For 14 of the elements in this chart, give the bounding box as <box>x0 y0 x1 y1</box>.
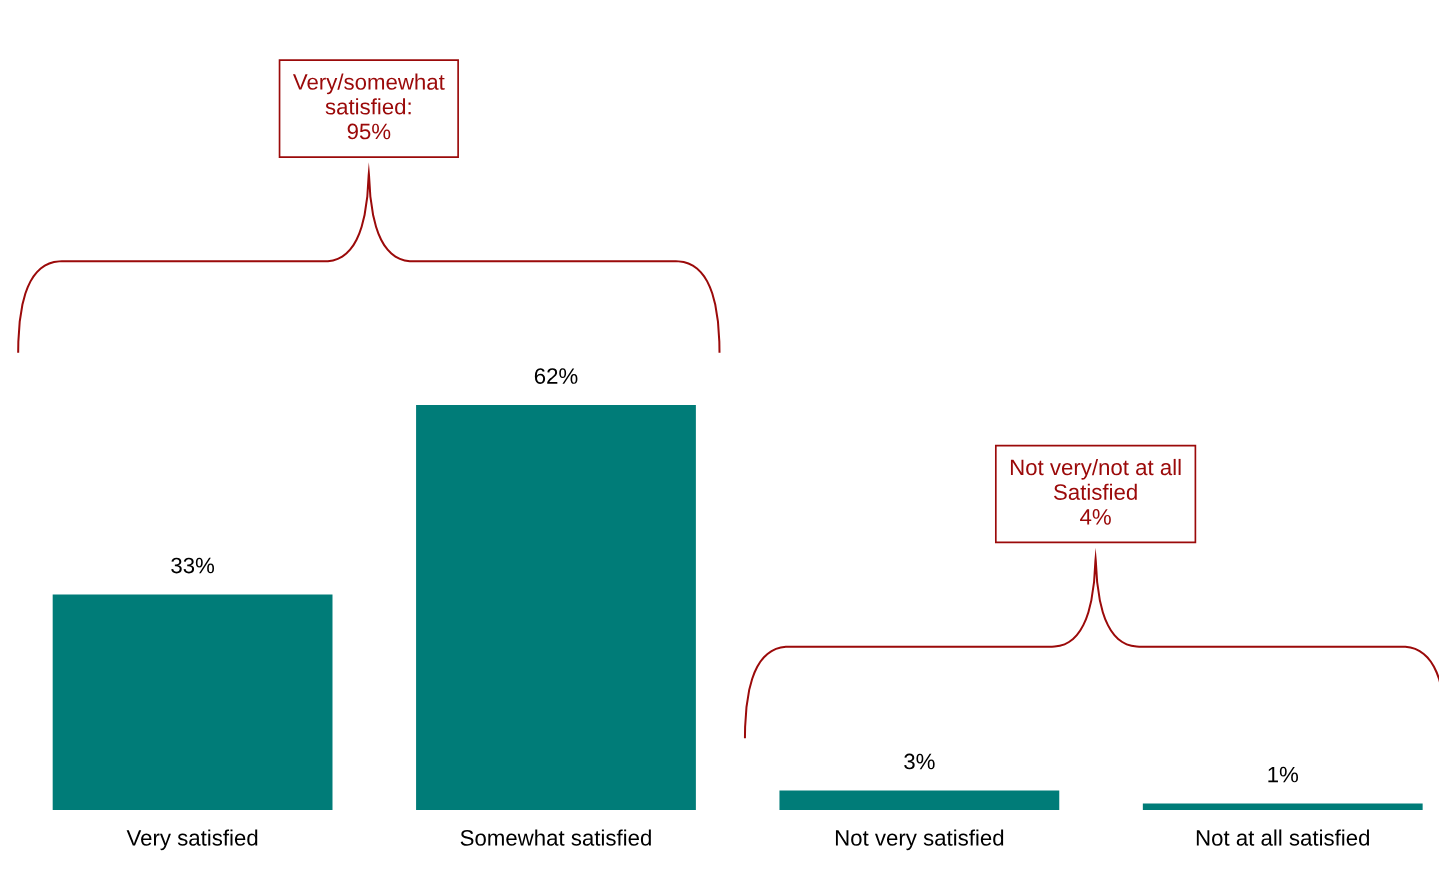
bar <box>779 790 1060 810</box>
data-label: 33% <box>171 557 215 574</box>
data-label: 3% <box>904 753 935 770</box>
x-tick-label: Somewhat satisfied <box>460 829 651 846</box>
bar <box>1142 803 1423 810</box>
bar <box>416 405 696 810</box>
annotation: Not very/not at all Satisfied 4% <box>1010 458 1181 525</box>
x-tick-label: Very satisfied <box>126 829 258 851</box>
text: Very/somewhat satisfied: 95% <box>292 73 445 140</box>
x-tick-label: Not very satisfied <box>835 829 1004 851</box>
data-label: 62% <box>534 368 578 384</box>
bar <box>52 594 333 810</box>
x-tick-label: Not at all satisfied <box>1196 829 1370 846</box>
data-label: 1% <box>1268 766 1299 783</box>
